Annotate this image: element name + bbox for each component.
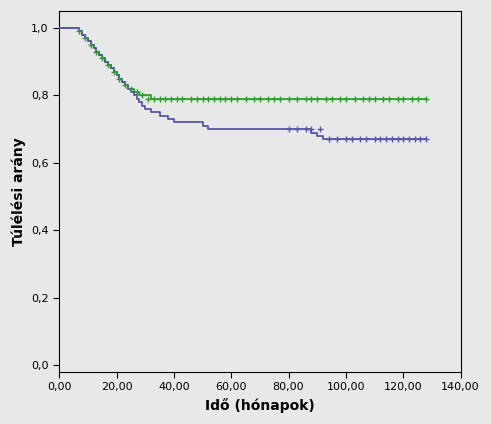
X-axis label: Idő (hónapok): Idő (hónapok) [205,398,315,413]
Y-axis label: Túlélési arány: Túlélési arány [11,137,26,246]
